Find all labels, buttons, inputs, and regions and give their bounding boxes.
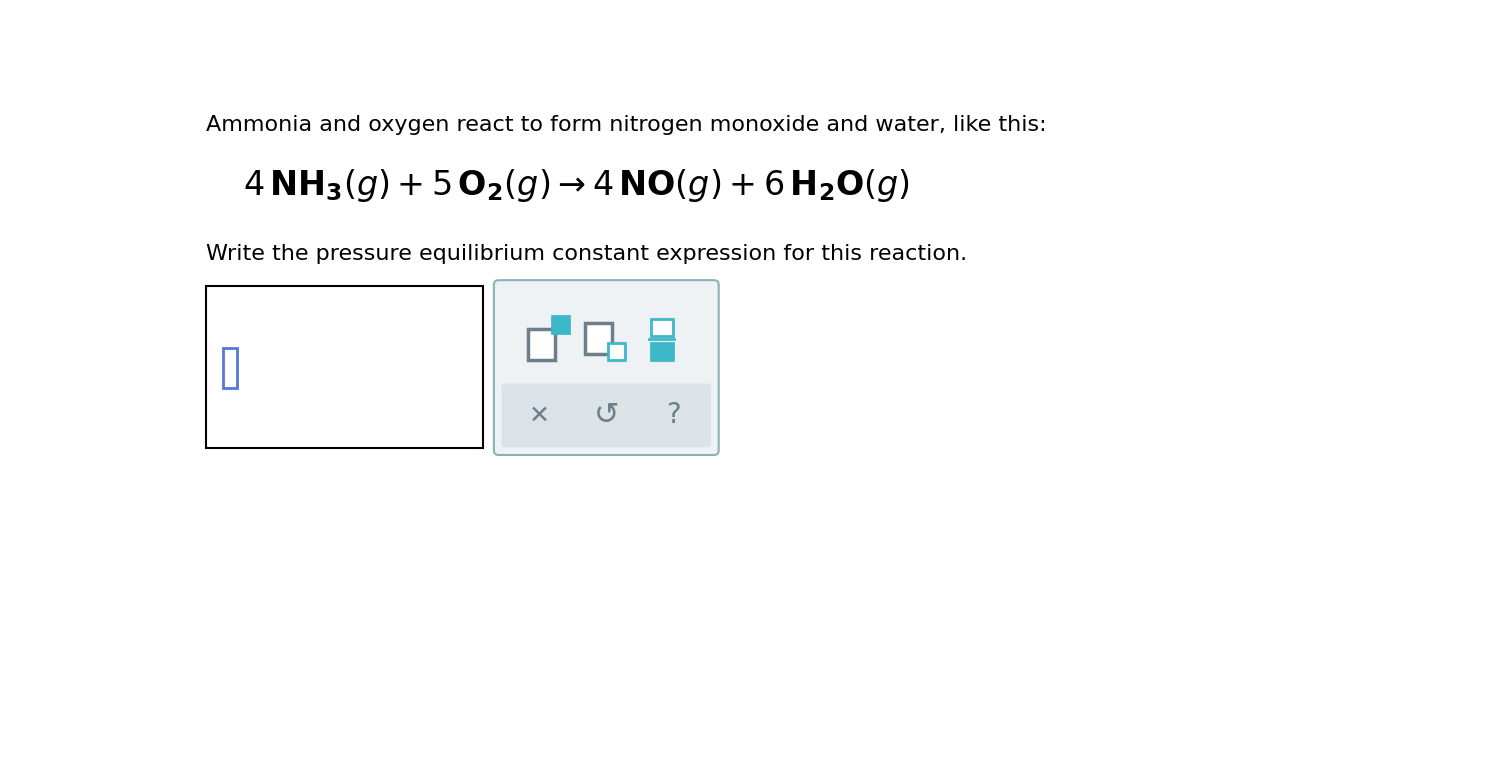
Text: $4\,\mathbf{NH_3}(g)+5\,\mathbf{O_2}(g)\rightarrow 4\,\mathbf{NO}(g)+6\,\mathbf{: $4\,\mathbf{NH_3}(g)+5\,\mathbf{O_2}(g)\… (244, 167, 910, 204)
Bar (527, 329, 556, 361)
Bar (651, 343, 672, 361)
Text: ↺: ↺ (593, 401, 619, 430)
Bar (223, 348, 236, 388)
Text: ?: ? (666, 401, 681, 429)
Text: Ammonia and oxygen react to form nitrogen monoxide and water, like this:: Ammonia and oxygen react to form nitroge… (206, 116, 1046, 135)
FancyBboxPatch shape (495, 280, 719, 455)
Text: Write the pressure equilibrium constant expression for this reaction.: Write the pressure equilibrium constant … (206, 244, 967, 264)
Bar (651, 319, 672, 335)
Bar (553, 316, 569, 332)
Bar (584, 323, 613, 354)
Bar (608, 343, 624, 361)
Text: ✕: ✕ (529, 404, 550, 427)
Bar (206, 286, 483, 448)
FancyBboxPatch shape (502, 383, 711, 447)
